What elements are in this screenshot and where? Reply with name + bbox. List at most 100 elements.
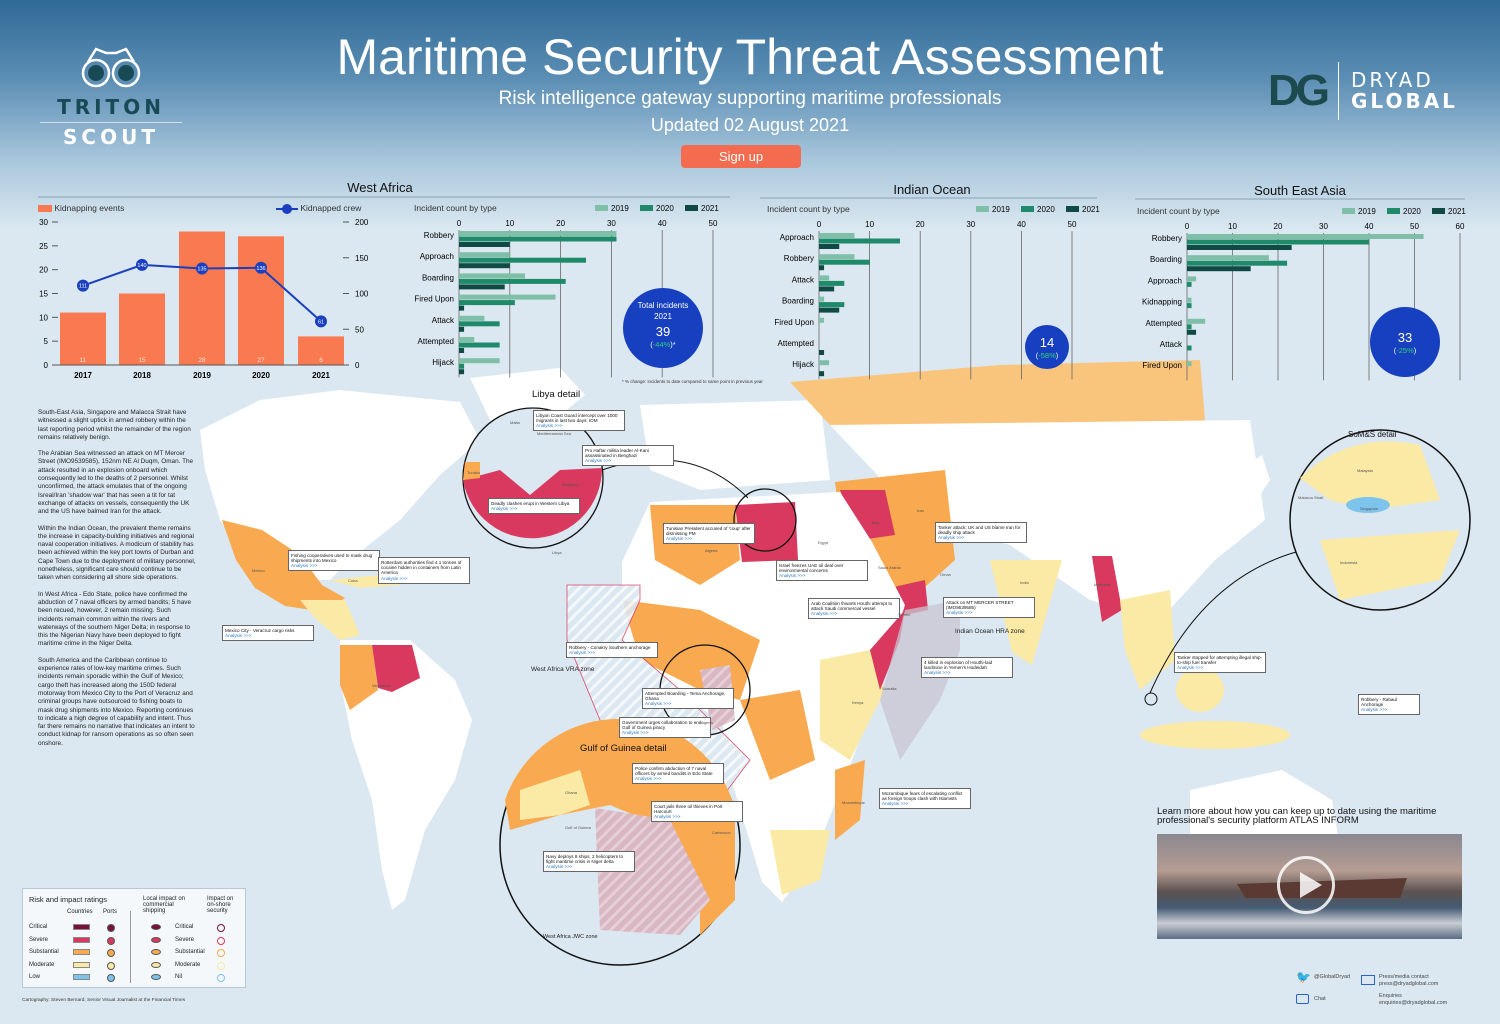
borneo bbox=[1176, 668, 1224, 712]
press-email[interactable]: press@dryadglobal.com bbox=[1379, 981, 1439, 987]
country-swatch bbox=[73, 961, 90, 970]
map-callout[interactable]: Attack on MT MERCER STREET (IMO9539585) A… bbox=[943, 597, 1035, 619]
callout-text: Court jails three oil thieves in Port Ha… bbox=[654, 803, 723, 814]
place-label: Indonesia bbox=[1340, 560, 1358, 565]
map-callout[interactable]: Government urges collaboration to end Gu… bbox=[619, 717, 711, 739]
map-callout[interactable]: Fishing cooperatives used to mask drug s… bbox=[288, 550, 380, 572]
ship-impact-icon bbox=[151, 974, 161, 982]
central-africa bbox=[740, 690, 815, 780]
place-label: Gulf of Guinea bbox=[565, 825, 591, 830]
map-callout[interactable]: Libyan Coast Guard intercept over 1000 m… bbox=[533, 410, 625, 432]
analysis-link[interactable]: Analysis >>> bbox=[381, 575, 408, 581]
map-callout[interactable]: Navy deploys 8 ships, 2 helicopters to f… bbox=[543, 851, 635, 873]
legend-label: Kidnapping events bbox=[54, 203, 125, 213]
analysis-link[interactable]: Analysis >>> bbox=[585, 458, 612, 464]
analysis-link[interactable]: Analysis >>> bbox=[569, 649, 596, 655]
analysis-link[interactable]: Analysis >>> bbox=[546, 864, 573, 870]
sign-up-button[interactable]: Sign up bbox=[681, 145, 801, 168]
place-label: Oman bbox=[940, 572, 951, 577]
press-contact[interactable]: Press/media contact press@dryadglobal.com bbox=[1361, 974, 1438, 988]
map-callout[interactable]: Attempted Boarding - Tema Anchorage, Gha… bbox=[642, 688, 734, 710]
callout-text: 4 killed in explosion of Houthi-laid lan… bbox=[924, 659, 993, 670]
analysis-link[interactable]: Analysis >>> bbox=[779, 573, 806, 579]
analysis-link[interactable]: Analysis >>> bbox=[1361, 707, 1388, 713]
impact-level-label: Nil bbox=[175, 974, 182, 980]
narrative-west-africa: In West Africa - Edo State, police have … bbox=[38, 590, 191, 648]
enquiries-email[interactable]: enquiries@dryadglobal.com bbox=[1379, 1000, 1448, 1006]
promo-video[interactable] bbox=[1157, 834, 1462, 939]
analysis-link[interactable]: Analysis >>> bbox=[946, 610, 973, 616]
map-callout[interactable]: Israel freezes UAE oil deal over environ… bbox=[776, 560, 868, 582]
map-callout[interactable]: Court jails three oil thieves in Port Ha… bbox=[651, 801, 743, 823]
analysis-link[interactable]: Analysis >>> bbox=[645, 701, 672, 707]
map-callout[interactable]: Robbery - Conakry Southern anchorage Anal… bbox=[566, 642, 658, 658]
analysis-link[interactable]: Analysis >>> bbox=[882, 801, 909, 807]
place-label: Mozambique bbox=[842, 800, 865, 805]
place-label: Egypt bbox=[818, 540, 829, 545]
narrative-arabian-sea: The Arabian Sea witnessed an attack on M… bbox=[38, 450, 194, 516]
map-callout[interactable]: Tanker stopped for attempting illegal sh… bbox=[1174, 652, 1266, 674]
place-label: Ghana bbox=[565, 790, 578, 795]
place-label: Myanmar bbox=[1094, 582, 1111, 587]
callout-text: Attempted Boarding - Tema Anchorage, Gha… bbox=[645, 690, 726, 701]
analysis-link[interactable]: Analysis >>> bbox=[811, 611, 838, 617]
mozambique bbox=[835, 760, 865, 840]
map-callout[interactable]: Police confirm abduction of 7 naval offi… bbox=[632, 763, 724, 785]
map-callout[interactable]: 4 killed in explosion of Houthi-laid lan… bbox=[921, 657, 1013, 679]
analysis-link[interactable]: Analysis >>> bbox=[666, 536, 693, 542]
legend-col-ports: Ports bbox=[103, 909, 118, 915]
callout-text: Mozambique fears of escalating conflict … bbox=[882, 790, 963, 801]
country-swatch bbox=[73, 936, 90, 945]
twitter-link[interactable]: 🐦 @GlobalDryad bbox=[1296, 971, 1350, 983]
legend-level-label: Critical bbox=[29, 924, 48, 930]
analysis-link[interactable]: Analysis >>> bbox=[491, 505, 518, 511]
analysis-link[interactable]: Analysis >>> bbox=[1177, 665, 1204, 671]
enquiries-contact[interactable]: Enquiries enquiries@dryadglobal.com bbox=[1379, 993, 1447, 1007]
country-swatch bbox=[73, 924, 90, 932]
logo-divider bbox=[1338, 62, 1339, 120]
updated-date: Updated 02 August 2021 bbox=[650, 115, 850, 135]
callout-text: Israel freezes UAE oil deal over environ… bbox=[779, 562, 844, 573]
analysis-link[interactable]: Analysis >>> bbox=[291, 563, 318, 569]
callout-text: Deadly clashes erupt in Western Libya bbox=[491, 500, 570, 506]
map-callout[interactable]: Deadly clashes erupt in Western Libya Ana… bbox=[488, 498, 580, 514]
map-callout[interactable]: Mexico City - Veracruz cargo risks Analys… bbox=[222, 625, 314, 641]
gulf-of-guinea-detail-circle bbox=[499, 644, 751, 966]
legend-level-label: Severe bbox=[29, 936, 49, 943]
legend-level-label: Substantial bbox=[29, 949, 59, 955]
place-label: Malaysia bbox=[1357, 468, 1373, 473]
play-icon[interactable] bbox=[1277, 856, 1335, 914]
dryad-global-logo[interactable]: DG DRYAD GLOBAL bbox=[1268, 62, 1458, 120]
place-label: Libya bbox=[552, 550, 562, 555]
south-africa bbox=[770, 830, 830, 895]
section-title-west-africa: West Africa bbox=[347, 180, 413, 195]
map-callout[interactable]: Pro Haftar militia leader Al-Kani assass… bbox=[582, 445, 674, 467]
analysis-link[interactable]: Analysis >>> bbox=[938, 535, 965, 541]
callout-text: Attack on MT MERCER STREET (IMO9539585) bbox=[946, 599, 1014, 610]
section-title-south-east-asia: South East Asia bbox=[1254, 183, 1346, 198]
analysis-link[interactable]: Analysis >>> bbox=[622, 730, 649, 736]
place-label: Malacca Strait bbox=[1298, 495, 1324, 500]
callout-text: Navy deploys 8 ships, 2 helicopters to f… bbox=[546, 853, 624, 864]
map-callout[interactable]: Tanker attack: UK and US blame Iran for … bbox=[935, 522, 1027, 544]
map-callout[interactable]: Mozambique fears of escalating conflict … bbox=[879, 788, 971, 810]
atlas-inform-promo-text: Learn more about how you can keep up to … bbox=[1157, 806, 1437, 826]
map-callout[interactable]: Rotterdam authorities find 4.1 tonnes of… bbox=[378, 557, 470, 584]
analysis-link[interactable]: Analysis >>> bbox=[924, 670, 951, 676]
map-callout[interactable]: Tunisian President accused of 'coup' aft… bbox=[663, 523, 755, 545]
legend-title: Risk and impact ratings bbox=[29, 895, 107, 904]
country-swatch bbox=[73, 974, 90, 982]
map-callout[interactable]: Robbery - Rabaul Anchorage Analysis >>> bbox=[1358, 694, 1420, 716]
analysis-link[interactable]: Analysis >>> bbox=[654, 814, 681, 820]
libya-detail-title: Libya detail bbox=[532, 389, 581, 400]
somalia bbox=[870, 610, 905, 690]
analysis-link[interactable]: Analysis >>> bbox=[635, 776, 662, 782]
triton-scout-logo[interactable]: TRITON SCOUT bbox=[40, 45, 182, 149]
map-callout[interactable]: Arab Coalition thwarts Houthi attempt to… bbox=[808, 598, 900, 620]
place-label: Singapore bbox=[1360, 506, 1379, 511]
analysis-link[interactable]: Analysis >>> bbox=[536, 423, 563, 429]
impact-level-label: Moderate bbox=[175, 961, 201, 968]
analysis-link[interactable]: Analysis >>> bbox=[225, 632, 252, 638]
som-s-detail-circle bbox=[1144, 429, 1471, 706]
chat-link[interactable]: Chat bbox=[1296, 994, 1326, 1004]
